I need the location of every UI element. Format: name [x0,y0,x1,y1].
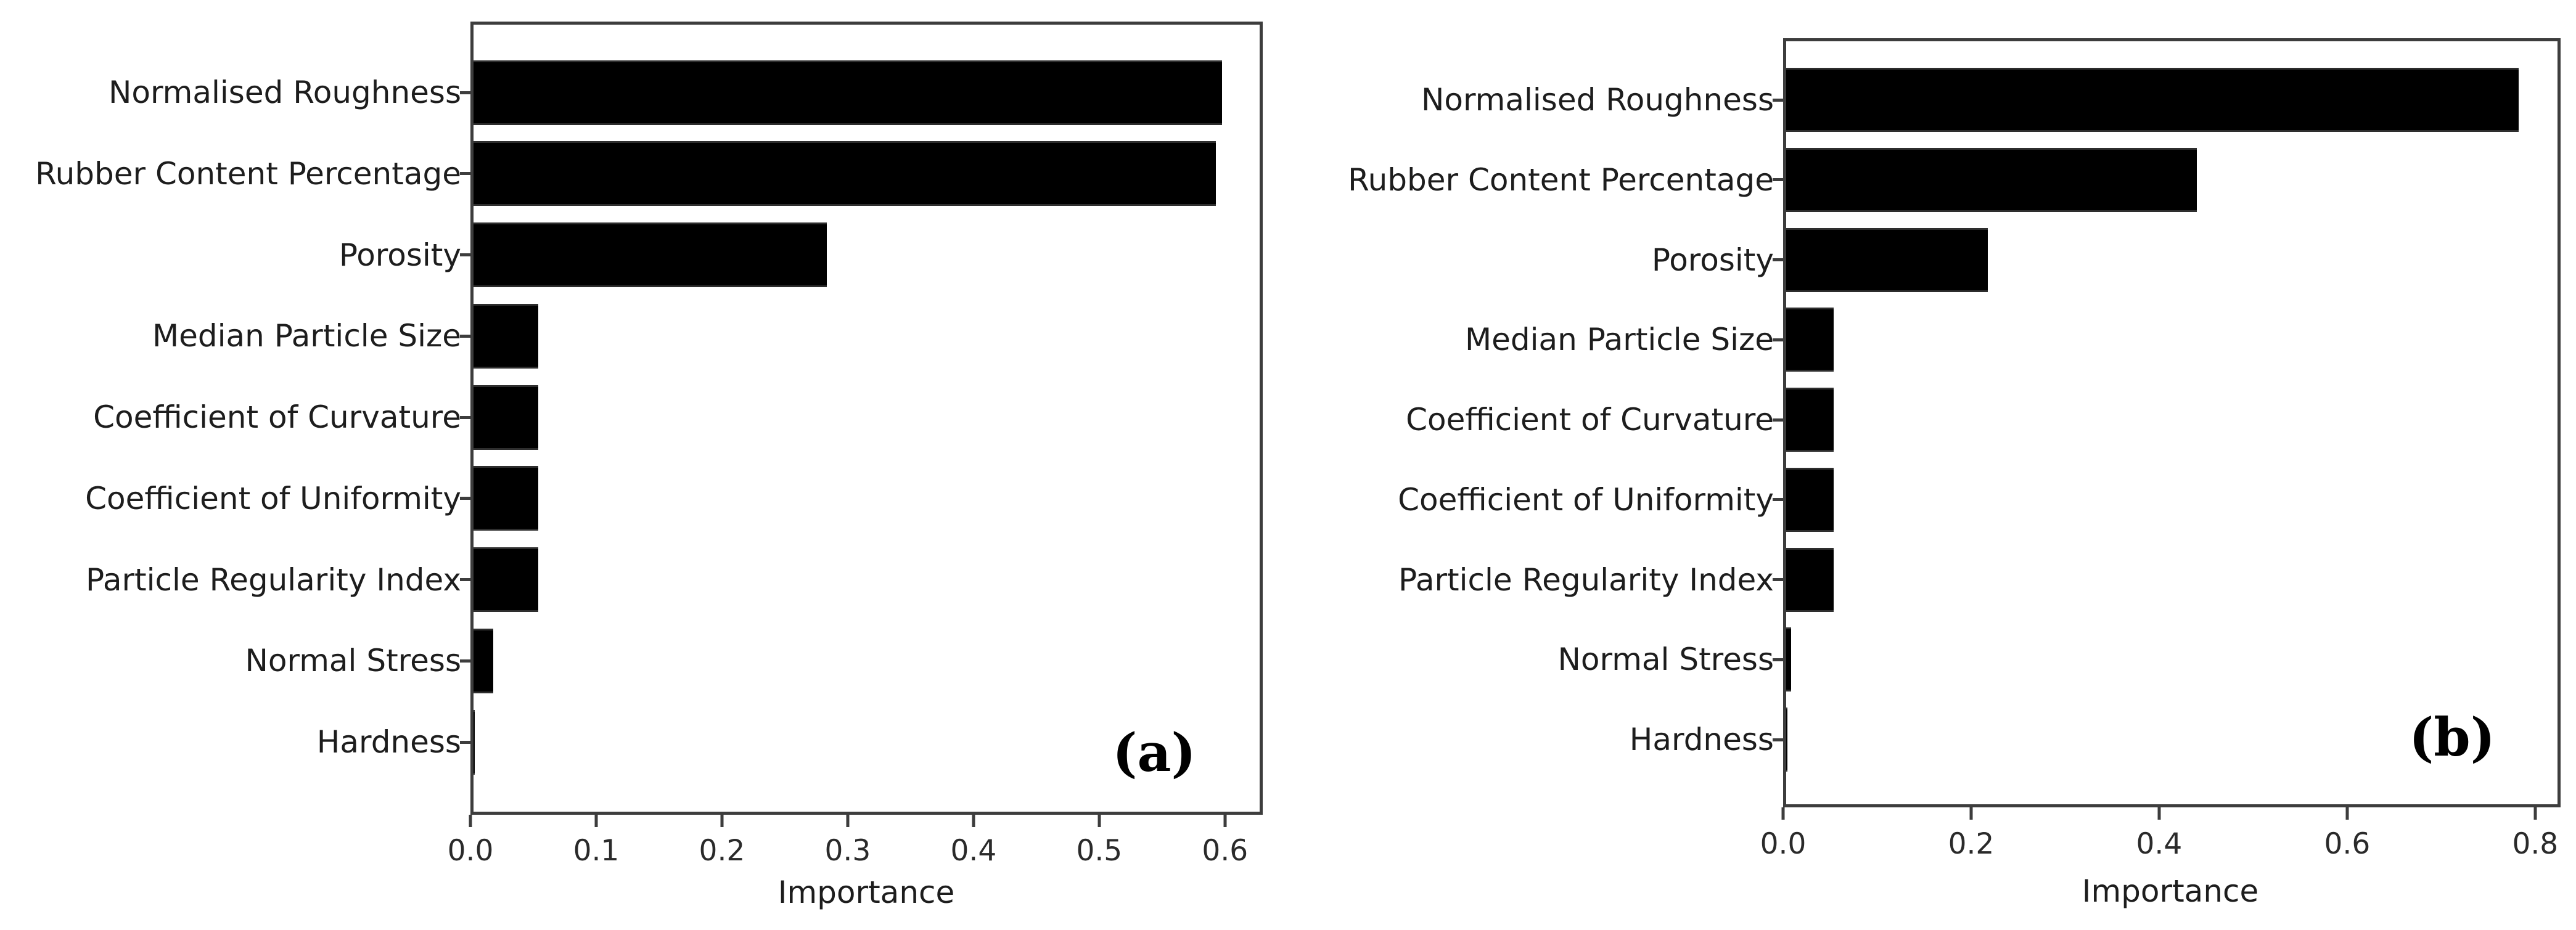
bar-normal-stress [474,628,494,693]
category-label-hardness: Hardness [1629,722,1774,757]
x-tick-label-0.5: 0.5 [1076,834,1123,868]
x-tick [2345,807,2349,820]
bar-rubber-content-percentage [474,141,1216,206]
category-label-coefficient-of-curvature: Coefficient of Curvature [93,399,461,435]
bar-rubber-content-percentage [1786,147,2197,212]
category-label-porosity: Porosity [338,237,461,273]
x-tick [720,815,724,827]
y-tick [460,334,470,338]
panel-label-a: (a) [1112,722,1196,784]
bar-particle-regularity-index [1786,547,1834,612]
x-tick-label-0.2: 0.2 [1948,827,1995,861]
y-tick [1773,338,1783,341]
x-tick [1969,807,1973,820]
y-tick [460,497,470,500]
y-tick [1773,498,1783,502]
category-label-coefficient-of-curvature: Coefficient of Curvature [1406,402,1774,438]
x-tick-label-0.3: 0.3 [824,834,871,868]
x-axis-title-b: Importance [2082,873,2259,909]
bar-coefficient-of-curvature [474,385,539,450]
y-tick [1773,258,1783,261]
category-label-porosity: Porosity [1651,242,1774,278]
category-label-particle-regularity-index: Particle Regularity Index [1398,561,1774,598]
bar-coefficient-of-uniformity [1786,467,1834,532]
x-axis-title-a: Importance [777,875,955,910]
chart-panel-a: (a) Importance Normalised Roughness Rubbe… [35,22,1263,910]
y-tick [1773,578,1783,581]
bar-median-particle-size [474,303,539,369]
y-tick [1773,98,1783,102]
category-label-rubber-content-percentage: Rubber Content Percentage [35,155,461,192]
category-label-rubber-content-percentage: Rubber Content Percentage [1348,161,1774,198]
y-tick [460,415,470,419]
x-tick-label-0.2: 0.2 [699,834,745,868]
x-tick-label-0.0: 0.0 [1760,827,1807,861]
x-tick-label-0.6: 0.6 [1202,834,1249,868]
x-tick-label-0.6: 0.6 [2324,827,2371,861]
bar-normal-stress [1786,627,1791,692]
plot-area-a: (a) [470,22,1263,815]
bar-porosity [474,222,827,287]
bar-hardness [1786,708,1787,772]
bar-hardness [474,709,475,775]
bar-coefficient-of-uniformity [474,466,539,531]
y-tick [460,91,470,94]
x-tick [469,815,472,827]
x-tick-label-0.0: 0.0 [447,834,494,868]
bar-normalised-roughness [1786,68,2519,132]
y-tick [460,659,470,663]
category-label-normal-stress: Normal Stress [245,643,461,679]
x-tick [1223,815,1227,827]
x-tick [2157,807,2161,820]
x-tick-label-0.8: 0.8 [2512,827,2559,861]
y-tick [1773,738,1783,741]
x-tick-label-0.4: 0.4 [950,834,997,868]
x-tick-label-0.1: 0.1 [573,834,620,868]
category-label-normalised-roughness: Normalised Roughness [109,75,461,110]
category-label-coefficient-of-uniformity: Coefficient of Uniformity [1398,481,1774,518]
category-label-coefficient-of-uniformity: Coefficient of Uniformity [85,480,461,516]
category-label-hardness: Hardness [316,724,461,760]
bar-median-particle-size [1786,308,1834,372]
x-tick [846,815,850,827]
bar-porosity [1786,227,1988,292]
chart-panel-b: (b) Importance Normalised Roughness Rubbe… [1288,0,2576,930]
y-tick [1773,418,1783,422]
y-tick [460,172,470,176]
category-label-normalised-roughness: Normalised Roughness [1421,82,1774,118]
y-tick [460,740,470,744]
x-tick [1781,807,1785,820]
plot-area-b: (b) [1783,38,2561,807]
y-tick [1773,178,1783,182]
category-label-median-particle-size: Median Particle Size [152,318,461,354]
bar-coefficient-of-curvature [1786,388,1834,452]
bar-normalised-roughness [474,60,1223,125]
category-label-median-particle-size: Median Particle Size [1464,322,1774,358]
panel-label-b: (b) [2409,707,2495,769]
category-label-normal-stress: Normal Stress [1557,642,1774,678]
category-label-particle-regularity-index: Particle Regularity Index [85,561,461,598]
x-tick [1097,815,1101,827]
bar-particle-regularity-index [474,547,539,612]
x-tick-label-0.4: 0.4 [2136,827,2183,861]
x-tick [972,815,975,827]
y-tick [1773,658,1783,661]
x-tick [2533,807,2537,820]
y-tick [460,578,470,581]
x-tick [594,815,598,827]
y-tick [460,253,470,256]
